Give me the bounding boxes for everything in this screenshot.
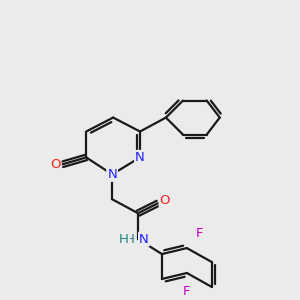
Text: O: O bbox=[160, 194, 170, 207]
Text: O: O bbox=[50, 158, 61, 171]
Text: H: H bbox=[125, 232, 135, 246]
Text: F: F bbox=[183, 285, 190, 298]
Text: N: N bbox=[139, 232, 149, 246]
Text: N: N bbox=[107, 168, 117, 181]
Text: N: N bbox=[135, 151, 145, 164]
Text: F: F bbox=[196, 226, 203, 240]
Text: H: H bbox=[119, 232, 129, 246]
